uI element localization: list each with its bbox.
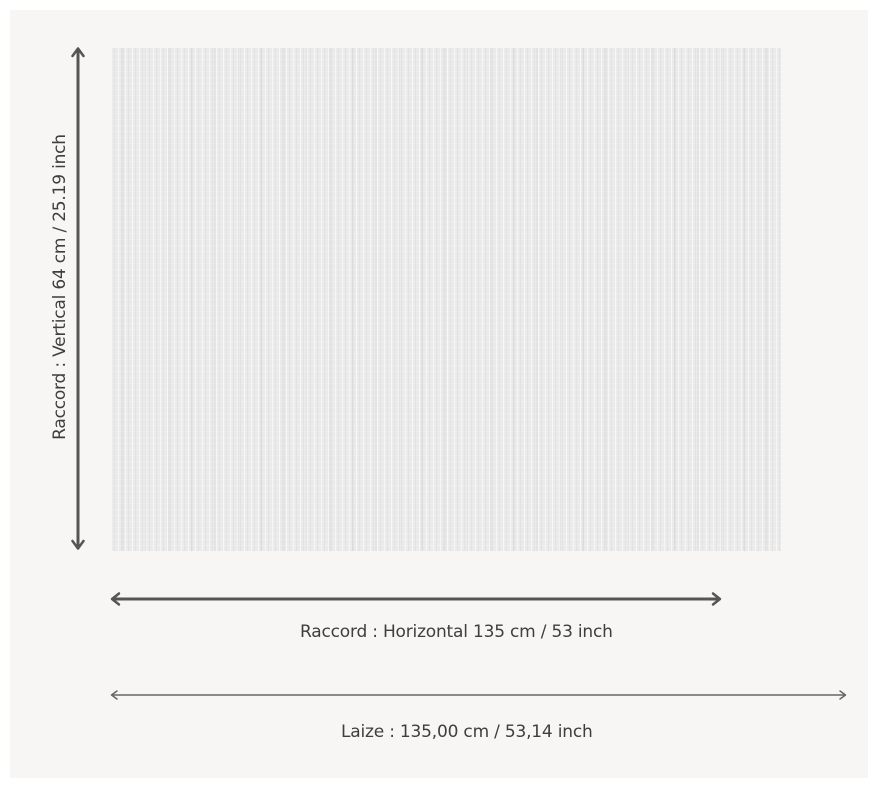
vertical-repeat-arrow bbox=[71, 47, 85, 550]
horizontal-repeat-label: Raccord : Horizontal 135 cm / 53 inch bbox=[300, 622, 613, 642]
horizontal-repeat-arrow bbox=[110, 592, 722, 606]
vertical-repeat-label: Raccord : Vertical 64 cm / 25.19 inch bbox=[50, 134, 70, 440]
width-label: Laize : 135,00 cm / 53,14 inch bbox=[341, 722, 593, 742]
wallpaper-swatch bbox=[111, 48, 781, 551]
width-arrow bbox=[110, 690, 847, 700]
